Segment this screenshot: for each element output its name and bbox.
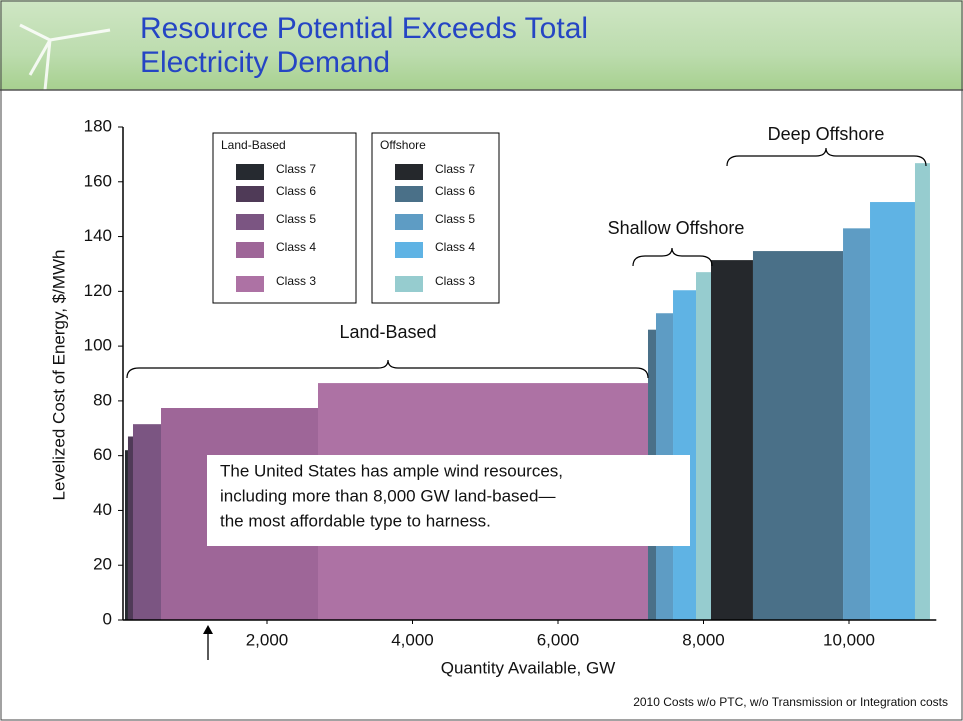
bar [124, 450, 128, 620]
legend-swatch [236, 242, 264, 258]
bar [870, 202, 915, 620]
legend-label: Class 3 [435, 274, 475, 288]
legend-box [371, 132, 500, 304]
y-tick-label: 20 [93, 555, 112, 574]
brace [126, 359, 649, 379]
legend-swatch [236, 276, 264, 292]
legend-label: Class 5 [435, 212, 475, 226]
callout-text: including more than 8,000 GW land-based— [220, 486, 555, 505]
y-tick-label: 160 [84, 171, 112, 190]
title-line: Resource Potential Exceeds Total [140, 12, 588, 45]
legend-label: Class 7 [276, 162, 316, 176]
y-tick-label: 0 [103, 609, 112, 628]
y-tick-label: 60 [93, 445, 112, 464]
legend-swatch [395, 214, 423, 230]
legend-swatch [236, 186, 264, 202]
legend-swatch [236, 164, 264, 180]
y-tick-label: 100 [84, 336, 112, 355]
y-axis-label: Levelized Cost of Energy, $/MWh [49, 249, 68, 500]
y-tick-label: 40 [93, 500, 112, 519]
y-tick-label: 180 [84, 116, 112, 135]
turbine [19, 23, 111, 91]
annotation: Shallow Offshore [608, 218, 745, 238]
legend-title: Offshore [380, 138, 426, 152]
header-band [0, 0, 963, 90]
legend-swatch [395, 276, 423, 292]
legend-label: Class 4 [276, 240, 316, 254]
callout-text: the most affordable type to harness. [220, 511, 491, 530]
y-tick-label: 120 [84, 281, 112, 300]
callout-text: The United States has ample wind resourc… [220, 461, 563, 480]
legend-label: Class 5 [276, 212, 316, 226]
callout-box [207, 455, 690, 546]
bar [132, 424, 162, 620]
legend-swatch [395, 186, 423, 202]
legend-swatch [395, 164, 423, 180]
bar [696, 272, 711, 620]
arrow-head [203, 625, 213, 634]
legend-swatch [395, 242, 423, 258]
legend-label: Class 4 [435, 240, 475, 254]
bar [914, 163, 930, 621]
x-tick-label: 8,000 [682, 630, 725, 649]
annotation: Deep Offshore [768, 124, 885, 144]
x-axis-label: Quantity Available, GW [441, 658, 616, 677]
x-tick-label: 10,000 [823, 630, 875, 649]
brace [632, 247, 713, 267]
legend-label: Class 3 [276, 274, 316, 288]
legend-label: Class 6 [435, 184, 475, 198]
legend-label: Class 7 [435, 162, 475, 176]
bar [843, 228, 871, 621]
x-tick-label: 2,000 [246, 630, 289, 649]
y-tick-label: 80 [93, 390, 112, 409]
y-tick-label: 140 [84, 226, 112, 245]
bar [710, 260, 753, 620]
bar [752, 251, 844, 621]
bar [127, 436, 133, 620]
legend-label: Class 6 [276, 184, 316, 198]
brace [726, 147, 927, 167]
legend-swatch [236, 214, 264, 230]
x-tick-label: 4,000 [391, 630, 434, 649]
legend-title: Land-Based [221, 138, 286, 152]
footnote: 2010 Costs w/o PTC, w/o Transmission or … [633, 695, 948, 709]
title-line: Electricity Demand [140, 46, 390, 79]
annotation: Land-Based [339, 322, 436, 342]
x-tick-label: 6,000 [537, 630, 580, 649]
